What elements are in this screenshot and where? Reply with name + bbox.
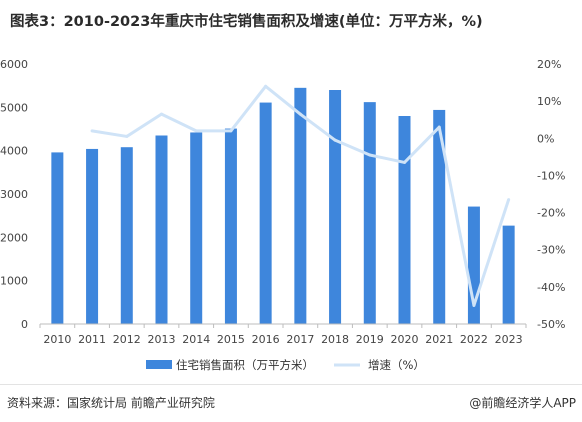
right-tick-label: 0% [537,132,554,145]
credit-note: @前瞻经济学人APP [469,396,576,410]
growth-point-2017 [298,112,302,116]
right-tick-label: -40% [537,281,565,294]
right-tick-label: 10% [537,95,561,108]
x-tick-label: 2017 [286,333,314,346]
growth-point-2021 [437,125,441,129]
left-tick-label: 6000 [0,58,28,71]
left-tick-label: 3000 [0,188,28,201]
legend: 住宅销售面积（万平方米） 增速（%） [146,358,425,372]
x-tick-label: 2011 [78,333,106,346]
legend-bar-label: 住宅销售面积（万平方米） [176,358,314,372]
left-tick-label: 5000 [0,101,28,114]
bar-2012 [120,147,133,324]
right-tick-label: -20% [537,207,565,220]
x-tick-label: 2014 [182,333,210,346]
x-tick-label: 2016 [252,333,280,346]
bar-2019 [363,102,376,324]
growth-point-2022 [472,303,476,307]
left-tick-label: 0 [21,318,28,331]
bar-2010 [51,152,64,324]
chart-title: 图表3：2010-2023年重庆市住宅销售面积及增速(单位：万平方米，%) [10,14,483,30]
bar-2017 [294,87,307,324]
x-axis: 2010 2011 2012 2013 2014 2015 2016 2017 2018 2019… [39,324,527,346]
right-tick-label: -10% [537,169,565,182]
x-tick-label: 2018 [321,333,349,346]
bar-2013 [155,135,168,324]
growth-point-2013 [160,112,163,116]
bar-2016 [259,102,272,324]
right-tick-label: 20% [537,58,561,71]
bar-2021 [433,109,446,324]
x-tick-label: 2023 [495,333,523,346]
left-tick-label: 2000 [0,231,28,244]
right-tick-label: -50% [537,318,565,331]
left-tick-label: 1000 [0,275,28,288]
left-axis: 0 1000 2000 3000 4000 5000 6000 [0,58,28,331]
growth-point-2023 [507,198,511,202]
x-tick-label: 2010 [43,333,71,346]
footer-divider [0,384,582,385]
growth-point-2019 [368,153,372,157]
bar-2015 [224,128,237,324]
x-tick-label: 2020 [391,333,419,346]
x-tick-label: 2022 [460,333,488,346]
right-axis: -50% -40% -30% -20% -10% 0% 10% 20% [537,58,565,331]
chart: 0 1000 2000 3000 4000 5000 6000 -50% -40% -30% -2… [0,58,565,372]
x-tick-label: 2012 [113,333,141,346]
x-tick-label: 2013 [148,333,176,346]
bar-2011 [86,148,99,324]
x-tick-label: 2019 [356,333,384,346]
bar-2018 [329,90,342,324]
source-note: 资料来源：国家统计局 前瞻产业研究院 [7,396,215,410]
x-tick-label: 2015 [217,333,245,346]
growth-point-2011 [90,129,94,133]
growth-point-2012 [125,134,129,138]
growth-point-2014 [194,129,198,133]
line-series [90,84,511,307]
bar-2020 [398,116,411,324]
x-tick-label: 2021 [425,333,453,346]
growth-point-2016 [264,84,268,88]
growth-point-2020 [403,160,406,164]
bar-series [51,87,515,324]
bar-2014 [190,132,203,324]
legend-bar-swatch [146,360,172,369]
left-tick-label: 4000 [0,145,28,158]
growth-point-2015 [229,129,233,133]
growth-point-2018 [333,138,337,142]
legend-line-label: 增速（%） [368,358,425,372]
bar-2023 [502,225,515,324]
right-tick-label: -30% [537,244,565,257]
